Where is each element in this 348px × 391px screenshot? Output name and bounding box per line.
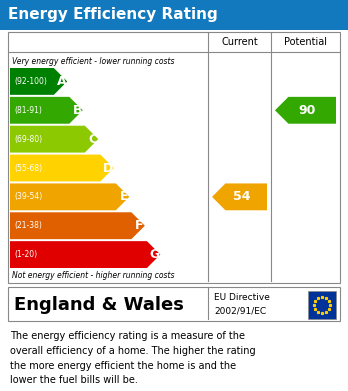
Text: Current: Current — [221, 37, 258, 47]
Polygon shape — [10, 154, 114, 181]
Text: England & Wales: England & Wales — [14, 296, 184, 314]
Polygon shape — [10, 68, 67, 95]
Text: (81-91): (81-91) — [14, 106, 42, 115]
Polygon shape — [275, 97, 336, 124]
Text: A: A — [57, 75, 67, 88]
Text: 54: 54 — [233, 190, 250, 203]
Polygon shape — [10, 212, 145, 239]
Text: Energy Efficiency Rating: Energy Efficiency Rating — [8, 7, 218, 23]
Bar — [8, 32, 340, 283]
Text: Very energy efficient - lower running costs: Very energy efficient - lower running co… — [12, 57, 174, 66]
Bar — [308, 291, 336, 319]
Text: C: C — [88, 133, 97, 145]
Text: (92-100): (92-100) — [14, 77, 47, 86]
Text: D: D — [103, 161, 113, 174]
Text: 2002/91/EC: 2002/91/EC — [214, 306, 266, 315]
Bar — [8, 287, 340, 321]
Text: Not energy efficient - higher running costs: Not energy efficient - higher running co… — [12, 271, 174, 280]
Text: Potential: Potential — [284, 37, 327, 47]
Polygon shape — [10, 97, 83, 124]
Text: 90: 90 — [299, 104, 316, 117]
Text: (55-68): (55-68) — [14, 163, 42, 172]
Text: (21-38): (21-38) — [14, 221, 42, 230]
Text: (69-80): (69-80) — [14, 135, 42, 143]
Polygon shape — [212, 183, 267, 210]
Bar — [0, 0, 348, 30]
Text: G: G — [150, 248, 160, 261]
Polygon shape — [10, 241, 160, 268]
Text: (39-54): (39-54) — [14, 192, 42, 201]
Text: (1-20): (1-20) — [14, 250, 37, 259]
Polygon shape — [10, 126, 98, 152]
Text: EU Directive: EU Directive — [214, 292, 270, 302]
Text: The energy efficiency rating is a measure of the
overall efficiency of a home. T: The energy efficiency rating is a measur… — [10, 331, 256, 386]
Polygon shape — [10, 183, 129, 210]
Text: E: E — [120, 190, 128, 203]
Text: F: F — [135, 219, 144, 232]
Text: B: B — [73, 104, 82, 117]
